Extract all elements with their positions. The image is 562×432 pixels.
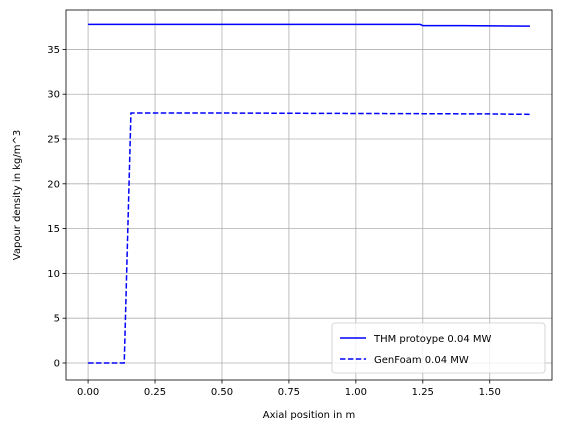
legend-entry-thm: THM protoype 0.04 MW: [373, 334, 492, 345]
legend-entry-genfoam: GenFoam 0.04 MW: [374, 355, 469, 366]
x-axis-label: Axial position in m: [263, 410, 355, 421]
axis-ticks: 0.00 0.25 0.50 0.75 1.00 1.25 1.50 0 5 10 15 20 25 30…: [47, 45, 501, 398]
series-lines: [88, 23, 530, 364]
y-tick-label: 10: [47, 269, 60, 280]
y-tick-label: 0: [54, 358, 60, 369]
y-tick-label: 25: [47, 135, 60, 146]
y-tick-label: 15: [47, 224, 60, 235]
x-tick-label: 1.00: [345, 387, 367, 398]
x-tick-label: 0.50: [211, 387, 233, 398]
y-tick-label: 30: [47, 90, 60, 101]
y-tick-label: 5: [54, 314, 60, 325]
x-tick-label: 0.25: [144, 387, 166, 398]
x-tick-label: 0.00: [77, 387, 99, 398]
y-tick-label: 20: [47, 179, 60, 190]
x-tick-label: 0.75: [278, 387, 300, 398]
x-tick-label: 1.50: [479, 387, 501, 398]
grid-lines: [66, 10, 552, 380]
series-line-thm: [88, 23, 530, 27]
x-tick-label: 1.25: [412, 387, 434, 398]
legend: THM protoype 0.04 MW GenFoam 0.04 MW: [331, 322, 546, 374]
y-axis-label: Vapour density in kg/m^3: [12, 130, 23, 260]
series-line-genfoam: [88, 112, 530, 364]
plot-frame: [65, 9, 553, 381]
y-tick-label: 35: [47, 45, 60, 56]
legend-box: [331, 322, 546, 374]
